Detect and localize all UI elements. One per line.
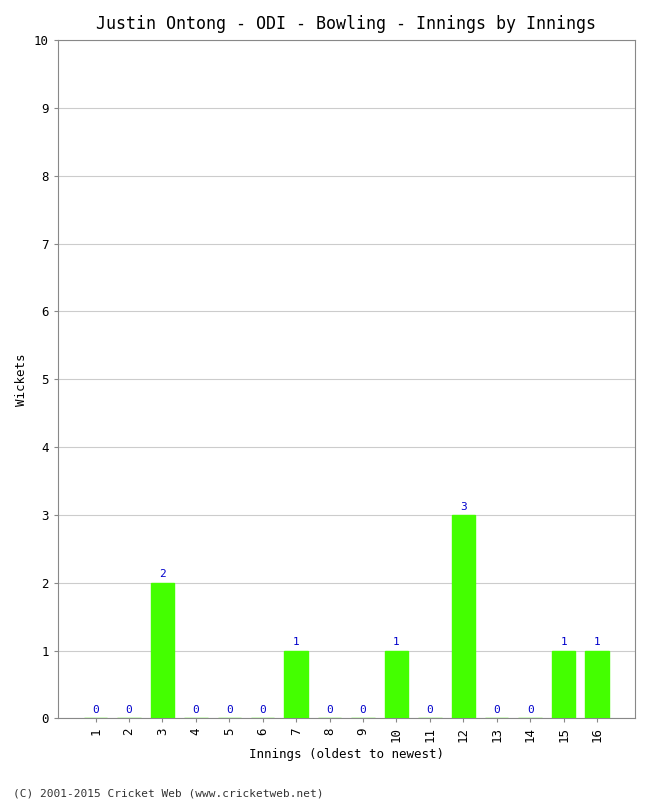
Bar (552, 650, 575, 718)
Text: 0: 0 (92, 705, 99, 715)
Text: 1: 1 (560, 637, 567, 647)
Text: 0: 0 (493, 705, 500, 715)
Text: 0: 0 (259, 705, 266, 715)
Text: 0: 0 (192, 705, 199, 715)
Bar (151, 582, 174, 718)
Text: 1: 1 (393, 637, 400, 647)
Text: 1: 1 (292, 637, 300, 647)
X-axis label: Innings (oldest to newest): Innings (oldest to newest) (249, 748, 444, 761)
Bar (385, 650, 408, 718)
Bar (452, 515, 475, 718)
Text: 3: 3 (460, 502, 467, 511)
Text: 0: 0 (426, 705, 434, 715)
Text: 1: 1 (593, 637, 601, 647)
Text: 0: 0 (226, 705, 233, 715)
Text: 0: 0 (359, 705, 367, 715)
Bar (285, 650, 308, 718)
Text: 0: 0 (526, 705, 534, 715)
Y-axis label: Wickets: Wickets (15, 353, 28, 406)
Text: 0: 0 (125, 705, 133, 715)
Text: 0: 0 (326, 705, 333, 715)
Title: Justin Ontong - ODI - Bowling - Innings by Innings: Justin Ontong - ODI - Bowling - Innings … (96, 15, 596, 33)
Bar (586, 650, 609, 718)
Text: 2: 2 (159, 570, 166, 579)
Text: (C) 2001-2015 Cricket Web (www.cricketweb.net): (C) 2001-2015 Cricket Web (www.cricketwe… (13, 788, 324, 798)
